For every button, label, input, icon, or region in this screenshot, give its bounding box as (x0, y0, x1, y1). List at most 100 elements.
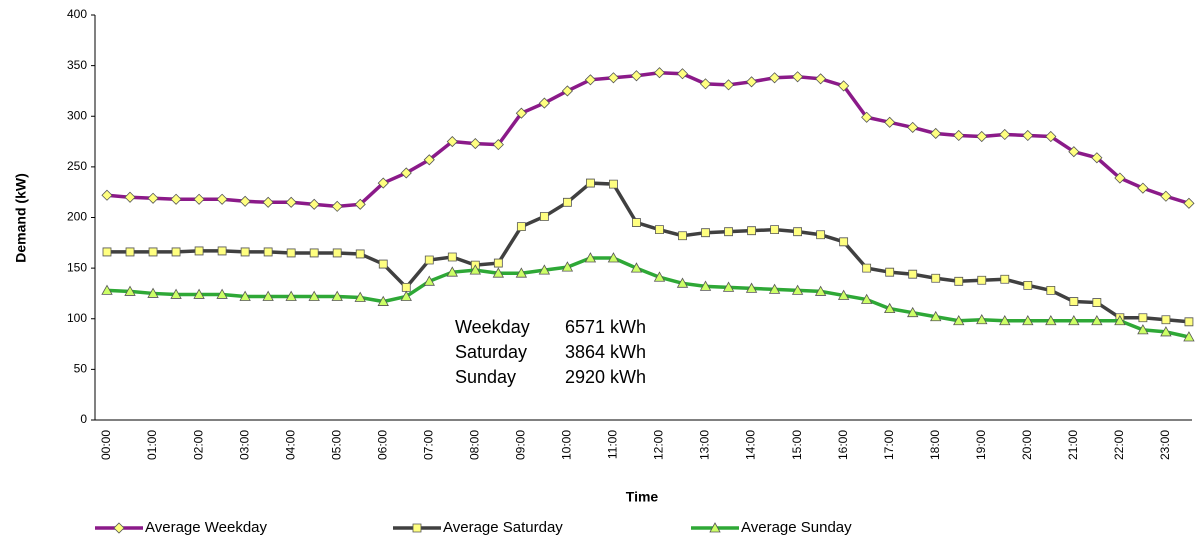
point (976, 130, 988, 143)
legend-label: Average Weekday (145, 519, 268, 536)
point (814, 285, 827, 296)
point (839, 237, 849, 247)
point (584, 74, 596, 86)
point (101, 189, 113, 201)
point (954, 276, 964, 286)
point (630, 70, 643, 82)
x-tick-label: 13:00 (698, 430, 712, 460)
point (124, 191, 136, 203)
point (1114, 314, 1126, 326)
point (632, 218, 641, 227)
point (240, 247, 250, 257)
point (745, 282, 758, 293)
point (722, 79, 735, 91)
point (561, 261, 574, 272)
point (446, 266, 458, 277)
point (861, 111, 873, 123)
point (977, 275, 987, 285)
point (747, 226, 756, 236)
point (792, 71, 804, 83)
point (263, 247, 273, 257)
point (1160, 326, 1172, 337)
point (193, 193, 205, 205)
point (286, 248, 296, 258)
point (1092, 298, 1102, 307)
point (816, 230, 826, 240)
point (377, 177, 389, 189)
point (285, 290, 297, 301)
point (953, 314, 965, 326)
point (862, 263, 872, 273)
x-tick-label: 09:00 (514, 430, 528, 460)
point (331, 290, 343, 301)
point (125, 247, 135, 257)
point (1068, 146, 1080, 158)
point (515, 107, 527, 119)
point (355, 249, 365, 259)
y-tick-label: 150 (67, 260, 87, 274)
legend-marker (113, 522, 125, 534)
point (515, 267, 528, 278)
annotation-text: 2920 kWh (565, 367, 646, 387)
point (194, 246, 204, 256)
legend-marker (709, 522, 721, 533)
point (884, 116, 896, 128)
point (262, 196, 274, 208)
legend-label: Average Saturday (443, 519, 563, 536)
point (354, 291, 366, 302)
x-tick-label: 10:00 (560, 430, 574, 460)
point (678, 231, 687, 241)
point (331, 200, 343, 212)
point (424, 255, 434, 265)
y-tick-label: 200 (67, 210, 87, 224)
point (239, 290, 251, 301)
point (884, 302, 896, 314)
point (308, 198, 320, 210)
point (217, 246, 227, 256)
point (768, 283, 781, 294)
x-tick-label: 22:00 (1112, 430, 1126, 460)
point (1091, 314, 1103, 326)
point (285, 196, 297, 208)
point (907, 121, 919, 133)
point (516, 222, 526, 232)
point (1023, 280, 1033, 290)
x-tick-label: 06:00 (375, 430, 389, 460)
point (653, 271, 666, 282)
point (630, 262, 643, 273)
point (999, 128, 1011, 141)
x-tick-label: 18:00 (928, 430, 942, 460)
point (493, 258, 503, 268)
y-tick-label: 400 (67, 7, 87, 21)
y-tick-label: 250 (67, 159, 87, 173)
point (609, 179, 618, 189)
point (1137, 324, 1149, 335)
point (262, 290, 274, 301)
point (1045, 130, 1057, 143)
point (400, 167, 412, 179)
point (931, 273, 941, 283)
x-tick-label: 16:00 (836, 430, 850, 460)
x-tick-label: 04:00 (283, 430, 297, 460)
point (538, 264, 551, 275)
x-tick-label: 20:00 (1020, 430, 1034, 460)
point (722, 281, 735, 292)
x-tick-label: 08:00 (467, 430, 481, 460)
legend-marker (412, 523, 422, 533)
x-tick-label: 05:00 (329, 430, 343, 460)
point (1046, 285, 1056, 295)
point (147, 192, 159, 204)
point (492, 267, 505, 278)
point (1022, 314, 1034, 326)
point (769, 72, 781, 84)
point (170, 288, 182, 299)
point (676, 68, 689, 80)
point (446, 135, 458, 148)
point (885, 267, 895, 277)
point (447, 252, 457, 262)
point (170, 193, 182, 205)
point (1091, 152, 1103, 164)
point (999, 314, 1011, 326)
point (586, 178, 595, 188)
annotation-text: Saturday (455, 342, 527, 362)
